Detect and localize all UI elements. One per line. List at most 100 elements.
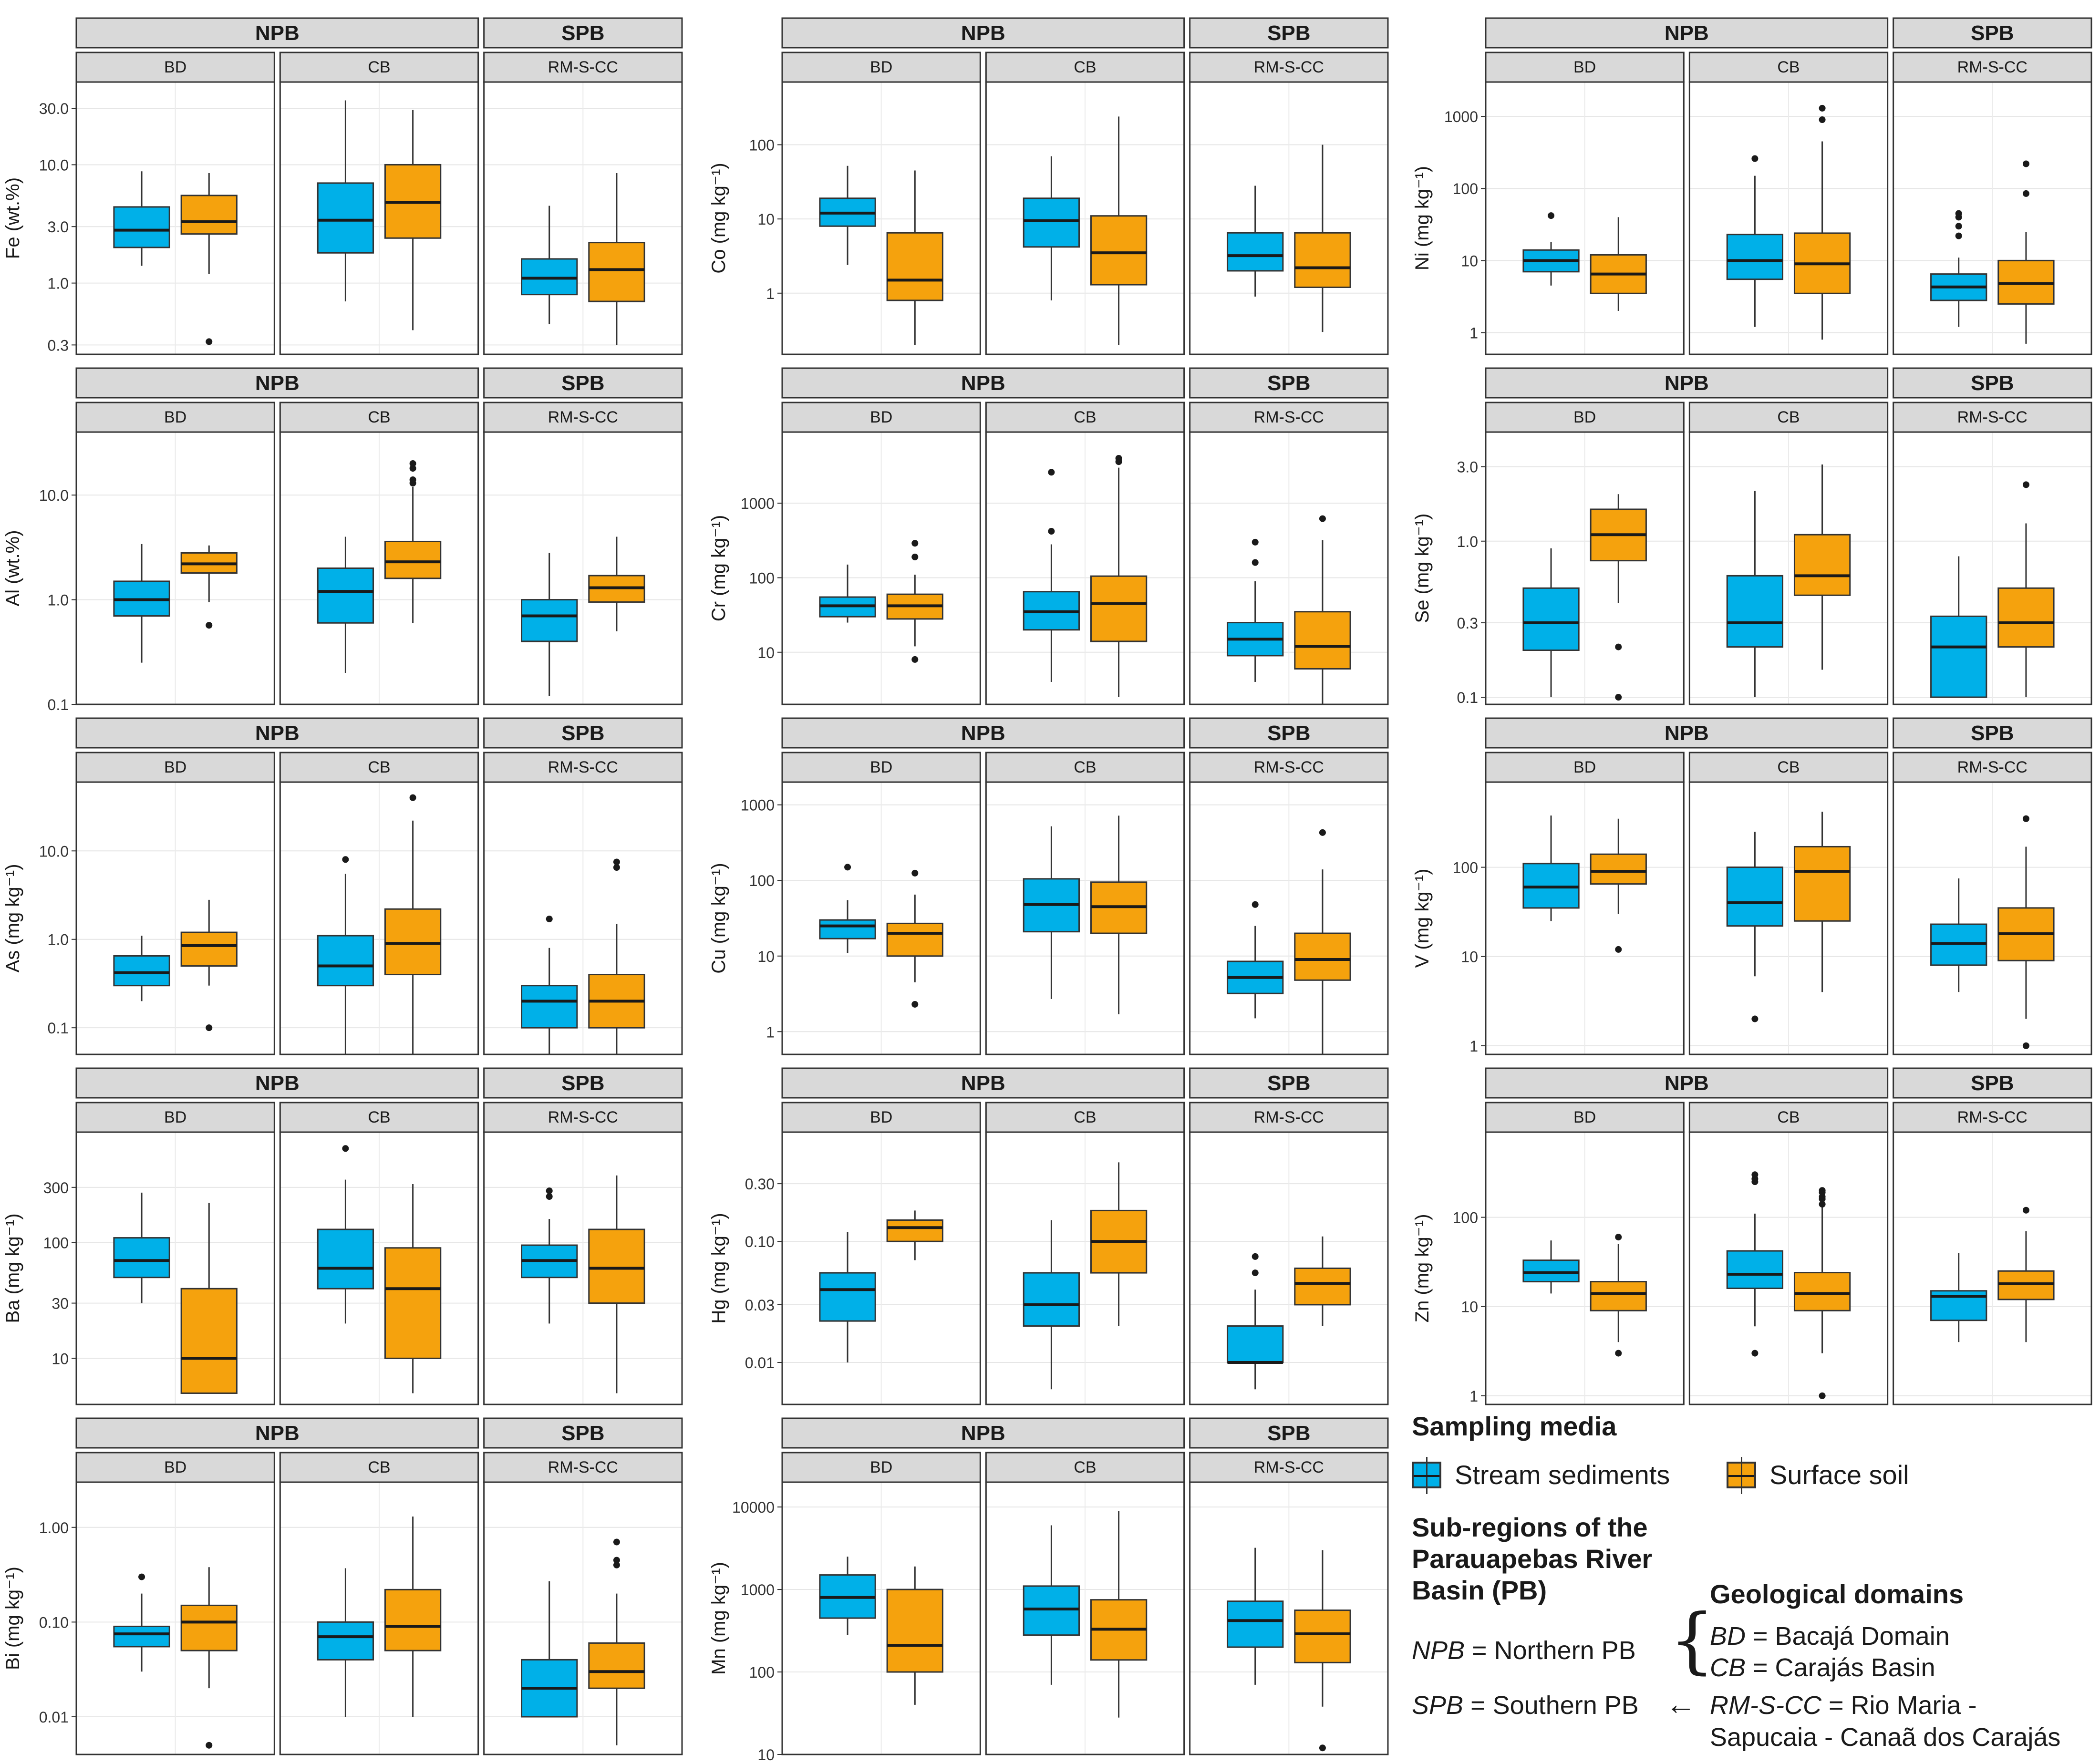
fe-ytick-label: 1.0 [48,275,69,292]
cu-ytick-label: 1 [766,1023,775,1041]
as-strip-cb-label: CB [368,758,390,776]
npb-definition: NPB = Northern PB [1412,1636,1636,1665]
bi-cb-stream-box [317,1621,374,1661]
hg-strip-npb [781,1067,1185,1099]
zn-ytick-label: 100 [1453,1209,1478,1227]
al-strip-cb-label: CB [368,408,390,426]
se-panel-border-rm-s-cc [1893,431,2092,705]
zn-cb-stream-outlier [1751,1350,1759,1357]
mn-strip-spb-label: SPB [1267,1422,1310,1445]
mn-rm-s-cc-soil-box [1294,1609,1351,1663]
v-bd-soil-outlier [1615,946,1622,953]
cr-cb-stream-outlier [1048,469,1055,476]
se-bd-soil-outlier [1615,643,1622,650]
cu-rm-s-cc-soil-box [1294,932,1351,981]
hg-rm-s-cc-stream-outlier [1252,1269,1259,1277]
v-panel-border-bd [1485,781,1685,1055]
hg-strip-cb-label: CB [1074,1108,1096,1126]
se-panel-border-bd [1485,431,1685,705]
ba-strip-spb [483,1067,683,1099]
se-rm-s-cc-soil-outlier [2022,481,2029,488]
v-cb-stream-box [1726,867,1784,927]
bd-abbr: BD [1710,1622,1746,1651]
legend-stream-sediments: Stream sediments [1412,1456,1670,1494]
cb-abbr: CB [1710,1653,1746,1682]
bi-strip-bd-label: BD [164,1458,186,1476]
se-bd-stream-box [1522,587,1580,651]
cu-strip-bd [781,752,981,783]
v-strip-rm-s-cc [1893,752,2092,783]
cu-ytick-label: 10 [757,948,775,965]
v-strip-npb-label: NPB [1665,722,1709,745]
ba-ytick-label: 100 [43,1235,69,1252]
fe-bd-stream-box [113,206,170,248]
co-strip-spb [1189,17,1389,49]
mn-strip-bd [781,1452,981,1483]
ni-rm-s-cc-soil-outlier [2022,190,2029,197]
as-panel-border-rm-s-cc [483,781,683,1055]
bi-rm-s-cc-soil-outlier [613,1538,620,1546]
as-ytick-label: 10.0 [39,843,69,860]
ni-panel-border-bd [1485,81,1685,355]
mn-panel-border-cb [985,1481,1185,1755]
cb-def: = Carajás Basin [1746,1653,1935,1682]
ba-panel-border-rm-s-cc [483,1131,683,1405]
al-strip-spb-label: SPB [561,371,604,395]
co-strip-npb [781,17,1185,49]
bi-strip-cb-label: CB [368,1458,390,1476]
zn-bd-soil-box [1590,1281,1647,1311]
fe-strip-bd-label: BD [164,58,186,76]
cu-strip-npb [781,717,1185,749]
mn-strip-npb-label: NPB [961,1422,1005,1445]
bi-strip-npb-label: NPB [255,1422,300,1445]
mn-rm-s-cc-stream-box [1227,1600,1284,1648]
mn-strip-npb [781,1417,1185,1449]
co-rm-s-cc-soil-box [1294,232,1351,288]
ba-ytick-label: 10 [52,1350,69,1367]
cr-cb-soil-box [1090,575,1148,642]
fe-rm-s-cc-stream-box [521,258,578,296]
cu-strip-cb-label: CB [1074,758,1096,776]
fe-strip-npb [75,17,479,49]
se-strip-npb-label: NPB [1665,371,1709,395]
al-cb-soil-outlier [409,465,416,472]
fe-y-axis-label: Fe (wt.%) [2,177,23,259]
fe-panel-border-rm-s-cc [483,81,683,355]
se-strip-rm-s-cc-label: RM-S-CC [1957,408,2028,426]
cr-bd-soil-outlier [911,553,919,560]
ba-cb-soil-box [384,1247,442,1359]
ba-bd-stream-box [113,1237,170,1279]
zn-panel-border-cb [1688,1131,1889,1405]
hg-cb-stream-box [1023,1272,1080,1327]
cr-rm-s-cc-soil-box [1294,611,1351,670]
v-cb-stream-outlier [1751,1015,1759,1022]
hg-ytick-label: 0.01 [745,1354,775,1372]
al-cb-soil-outlier [409,476,416,484]
rm-definition-line2: Sapucaia - Canaã dos Carajás [1710,1723,2061,1752]
hg-ytick-label: 0.10 [745,1233,775,1250]
bd-definition: BD = Bacajá Domain [1710,1621,1950,1651]
co-ytick-label: 1 [766,285,775,302]
cu-rm-s-cc-stream-outlier [1252,901,1259,908]
se-bd-soil-outlier [1615,694,1622,701]
al-cb-stream-box [317,567,374,624]
cu-strip-cb [985,752,1185,783]
as-bd-soil-outlier [206,1024,213,1032]
ba-rm-s-cc-stream-outlier [546,1193,553,1200]
ba-cb-stream-box [317,1228,374,1289]
fe-strip-cb-label: CB [368,58,390,76]
cr-strip-rm-s-cc-label: RM-S-CC [1254,408,1324,426]
cr-strip-npb-label: NPB [961,371,1005,395]
as-cb-soil-box [384,908,442,976]
cr-rm-s-cc-soil-outlier [1319,515,1326,522]
bi-strip-npb [75,1417,479,1449]
ba-strip-bd [75,1102,275,1133]
al-bd-soil-outlier [206,622,213,629]
cu-strip-rm-s-cc-label: RM-S-CC [1254,758,1324,776]
ni-ytick-label: 10 [1461,252,1478,269]
bi-strip-rm-s-cc [483,1452,683,1483]
al-ytick-label: 1.0 [48,592,69,609]
as-panel-border-bd [75,781,275,1055]
v-panel-border-rm-s-cc [1893,781,2092,1055]
hg-strip-rm-s-cc [1189,1102,1389,1133]
